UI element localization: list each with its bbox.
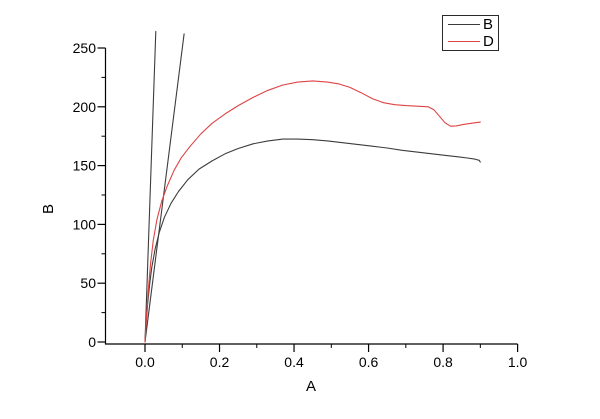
series-line-B	[144, 138, 481, 343]
y-tick-label: 0	[88, 334, 96, 350]
legend: B D	[442, 15, 499, 51]
x-tick-label: 1.0	[508, 354, 528, 370]
series-line-B-steep-segment-2	[144, 33, 185, 343]
x-tick-label: 0.4	[284, 354, 304, 370]
x-tick-label: 0.8	[433, 354, 453, 370]
x-tick-label: 0.0	[135, 354, 155, 370]
x-tick-label: 0.6	[359, 354, 379, 370]
legend-entry: B	[443, 16, 498, 33]
y-tick-label: 100	[73, 216, 97, 232]
x-axis-title: A	[305, 378, 316, 395]
legend-entry: D	[443, 33, 498, 50]
x-tick-label: 0.2	[210, 354, 230, 370]
legend-label: D	[483, 33, 494, 50]
series-line-D	[144, 80, 481, 343]
series-line-B-steep-segment-1	[144, 30, 157, 343]
legend-line-sample-d	[448, 41, 480, 42]
legend-label: B	[483, 16, 494, 33]
y-tick-label: 150	[73, 158, 97, 174]
y-tick-label: 250	[73, 40, 97, 56]
legend-line-sample-b	[448, 24, 480, 25]
y-tick-label: 50	[80, 275, 96, 291]
y-axis-title: B	[40, 204, 57, 215]
y-tick-label: 200	[73, 99, 97, 115]
